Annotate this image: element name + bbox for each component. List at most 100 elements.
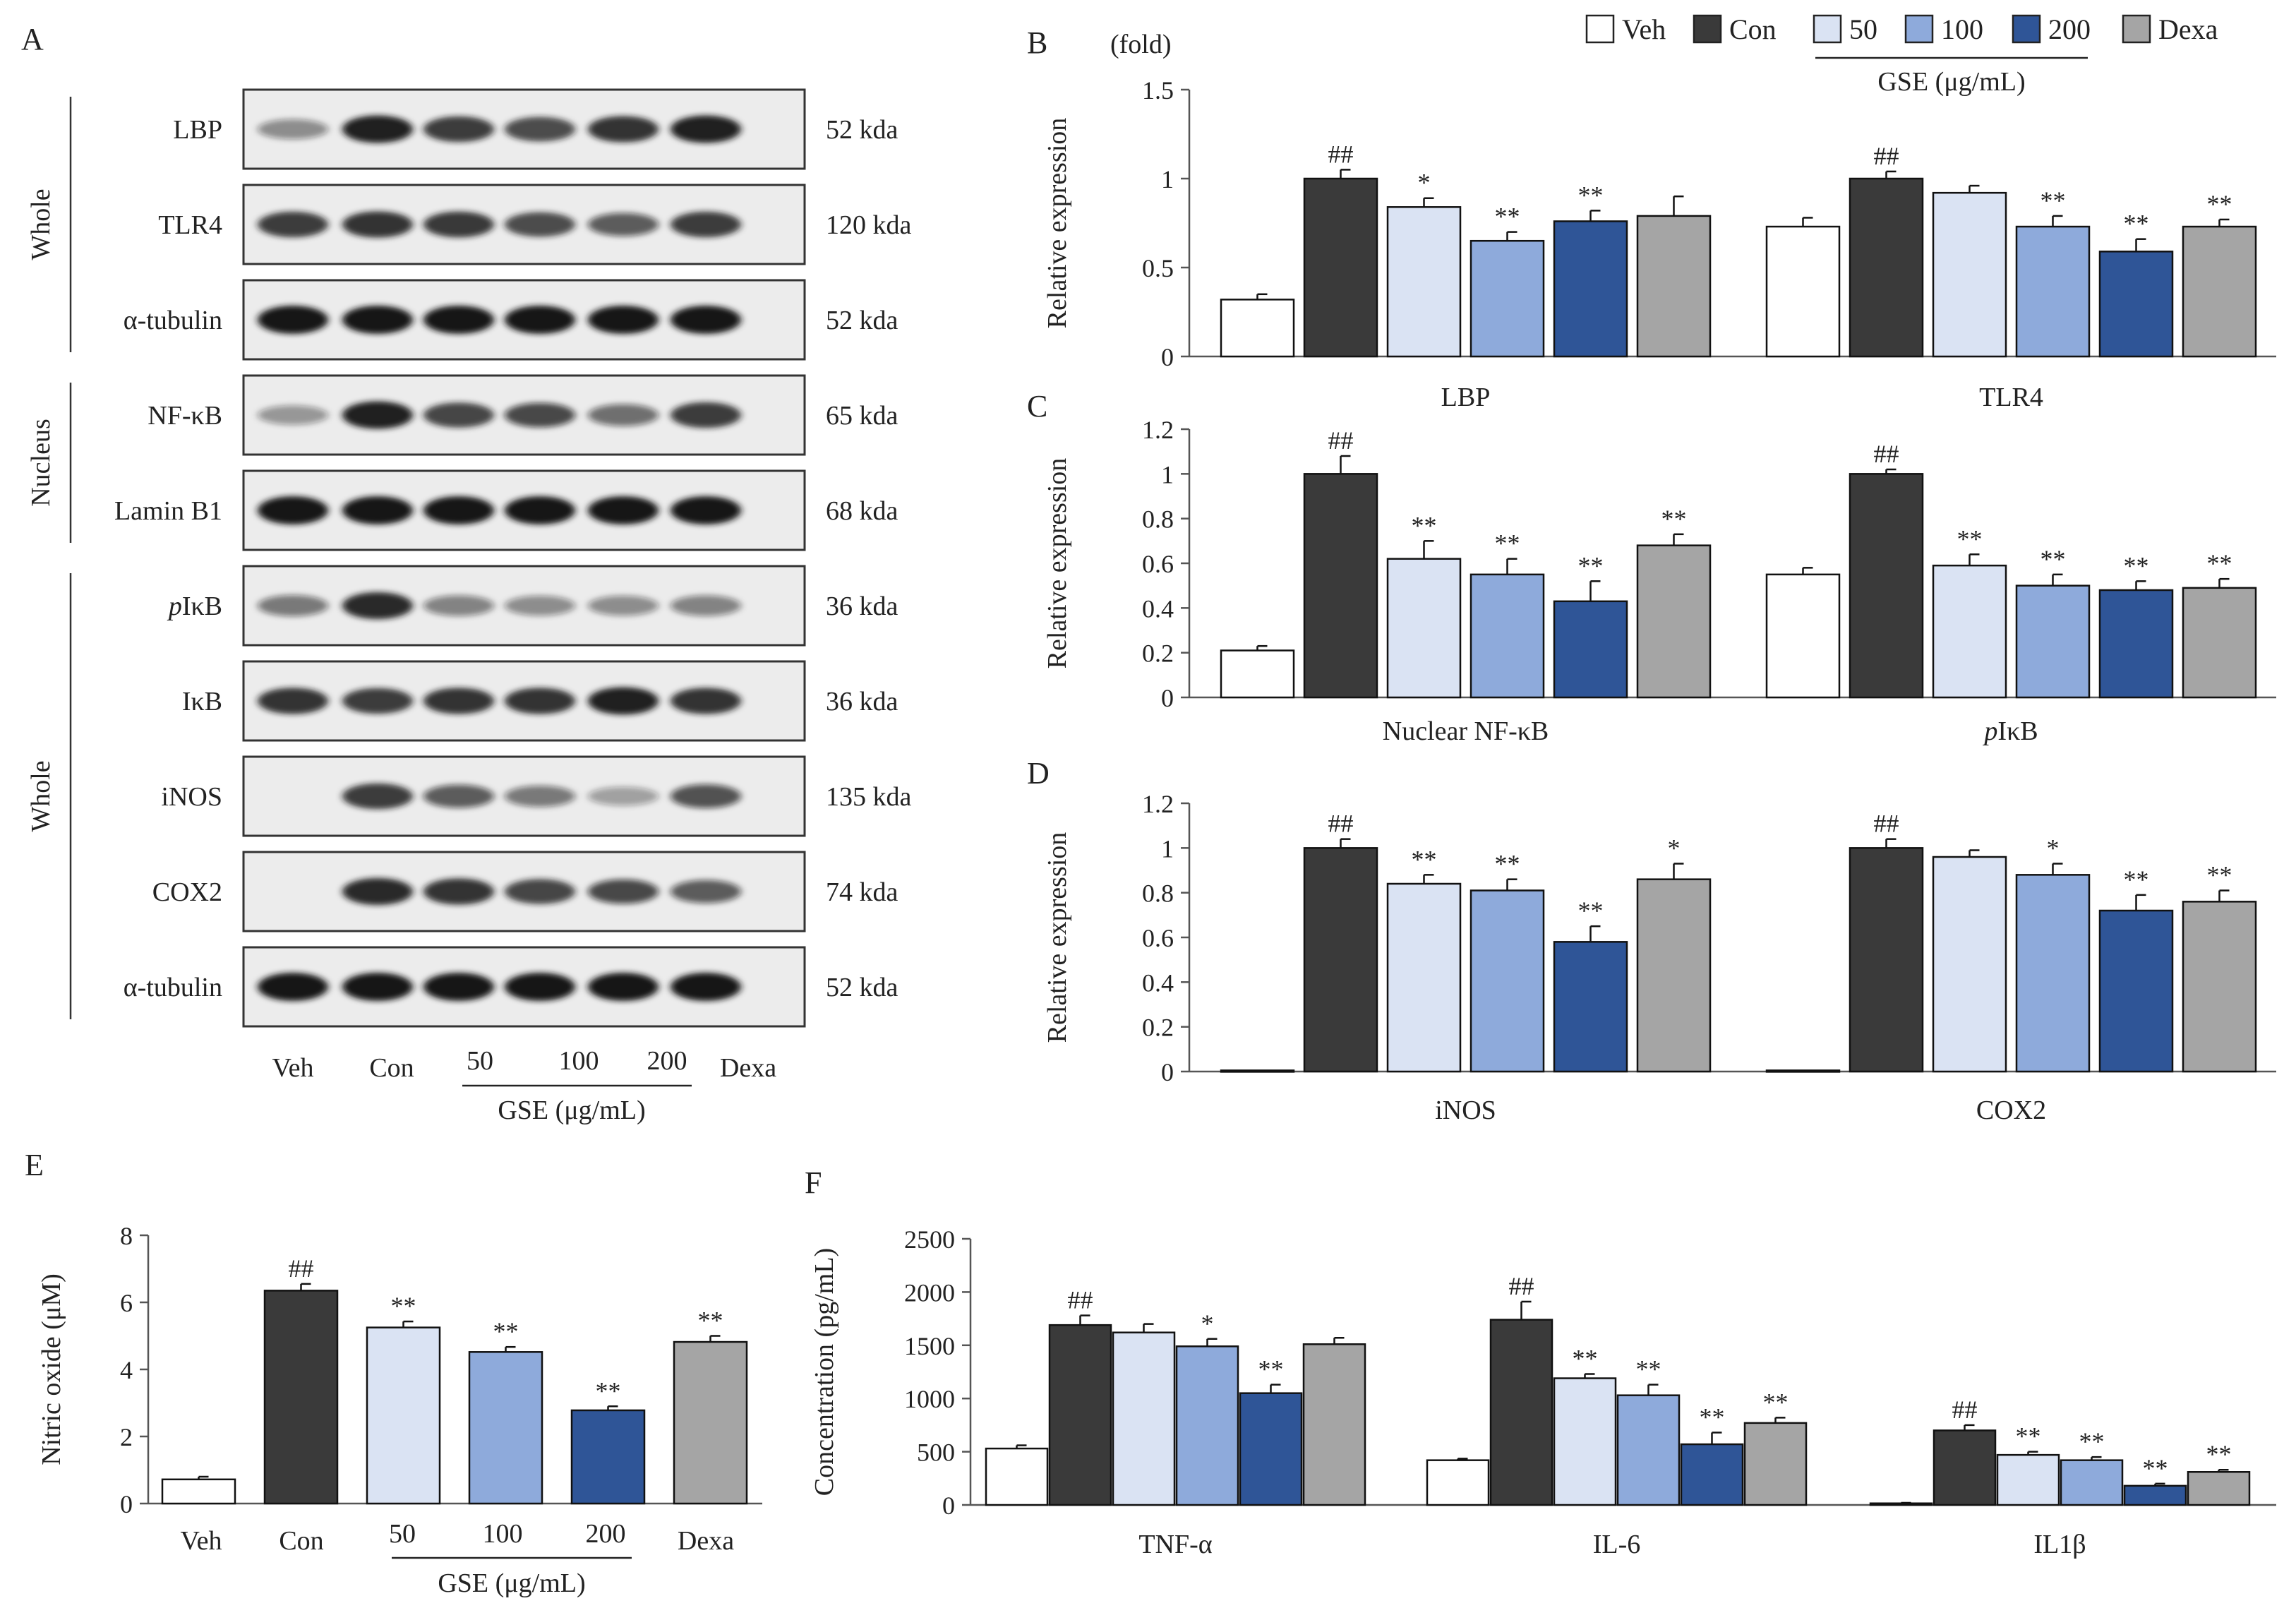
blot-size-label: 52 kda: [826, 115, 898, 145]
blot-band: [342, 877, 413, 906]
y-tick-label: 1.2: [1142, 790, 1174, 818]
blot-band: [423, 878, 494, 905]
bar: [1302, 1343, 1366, 1506]
chart-f-cytokines: F 0 500 1000 1500 2000 2500 Concentration (pg/m…: [805, 1165, 2276, 1559]
blot-band: [505, 785, 575, 808]
significance-label: *: [1668, 834, 1681, 863]
blot-band: [342, 401, 413, 429]
blot-band: [588, 496, 659, 524]
blot-row: Lamin B1 68 kda: [114, 469, 898, 551]
panel-label: C: [1027, 389, 1047, 424]
y-tick-label: 0.5: [1142, 254, 1174, 282]
category-label: TNF-α: [1138, 1530, 1212, 1559]
blot-band: [588, 595, 659, 616]
blot-band: [342, 688, 413, 714]
category-label: IL-6: [1593, 1530, 1641, 1559]
blot-protein-label-main: IκB: [182, 592, 222, 621]
blot-size-label: 68 kda: [826, 496, 898, 526]
y-tick-label: 1: [1161, 165, 1174, 193]
significance-label: ##: [1509, 1272, 1534, 1300]
western-blot-panel: A LBP 52 kda TLR4 120 kda α-tubulin 52 kda NF-…: [21, 22, 912, 1125]
bar: [1303, 473, 1378, 699]
blot-protein-label: TLR4: [158, 210, 222, 240]
blot-band: [505, 402, 575, 428]
legend-swatch: [2122, 14, 2151, 44]
significance-label: **: [698, 1307, 723, 1335]
bar: [2187, 1471, 2251, 1506]
x-category-label: 100: [483, 1519, 523, 1549]
category-label-main: iNOS: [1435, 1096, 1496, 1125]
significance-label: **: [2079, 1427, 2105, 1456]
blot-band: [505, 116, 575, 142]
blot-row: IκB 36 kda: [182, 660, 898, 742]
legend-swatch: [1585, 14, 1615, 44]
category-label: iNOS: [1435, 1096, 1496, 1125]
blot-lane-label: Con: [369, 1053, 414, 1083]
y-tick-label: 4: [120, 1356, 133, 1384]
bar: [1239, 1392, 1303, 1506]
blot-lane-labels: Veh Con 50 100 200 Dexa: [272, 1046, 776, 1083]
gse-label: GSE (μg/mL): [438, 1568, 585, 1598]
blot-protein-label-main: NF-κB: [148, 401, 222, 431]
blot-row: TLR4 120 kda: [158, 184, 912, 265]
significance-label: **: [1495, 850, 1520, 878]
significance-label: **: [1578, 551, 1604, 580]
blot-band: [505, 496, 575, 524]
blot-band: [671, 880, 741, 904]
blot-row: iNOS 135 kda: [161, 755, 912, 837]
blot-size-label: 36 kda: [826, 687, 898, 716]
bar: [1048, 1324, 1112, 1506]
y-tick-label: 0.6: [1142, 550, 1174, 578]
bar: [1553, 941, 1628, 1073]
bar-group: ## ** ** ** ** pIκB: [1765, 440, 2257, 746]
blot-band: [505, 595, 575, 616]
y-tick-label: 0.2: [1142, 1014, 1174, 1042]
blot-row: LBP 52 kda: [173, 88, 898, 170]
blot-band: [423, 784, 494, 808]
blot-band: [342, 783, 413, 810]
blot-band: [258, 306, 328, 334]
blot-size-label: 52 kda: [826, 973, 898, 1002]
legend-swatch: [1904, 14, 1934, 44]
bar: [1636, 878, 1712, 1073]
y-tick-label: 1.2: [1142, 416, 1174, 444]
blot-band: [671, 688, 741, 714]
panel-label: D: [1027, 756, 1050, 791]
y-tick-label: 0.8: [1142, 880, 1174, 908]
blot-rows: LBP 52 kda TLR4 120 kda α-tubulin 52 kda NF-κB…: [114, 88, 912, 1028]
blot-protein-label-main: α-tubulin: [124, 306, 222, 335]
blot-band: [423, 402, 494, 428]
blot-band: [671, 784, 741, 808]
significance-label: *: [2047, 834, 2060, 863]
blot-band: [588, 687, 659, 715]
x-category-label: Con: [279, 1526, 323, 1556]
bar: [985, 1447, 1049, 1506]
bar: [1386, 558, 1462, 699]
category-label: IL1β: [2033, 1530, 2086, 1559]
bar: [1303, 177, 1378, 358]
panel-label: F: [805, 1165, 822, 1200]
y-tick-label: 1000: [904, 1385, 955, 1413]
blot-band: [671, 595, 741, 616]
significance-label: **: [2124, 210, 2149, 238]
bar: [673, 1340, 748, 1505]
chart-legend: Veh Con 50 100 200 Dexa GSE (μg/mL): [1585, 13, 2218, 97]
bar: [161, 1478, 236, 1505]
bar: [1175, 1345, 1239, 1506]
blot-band: [671, 402, 741, 428]
legend-label: Dexa: [2158, 13, 2218, 45]
category-label-main: IL1β: [2033, 1530, 2086, 1559]
blot-band: [588, 306, 659, 334]
blot-band: [342, 496, 413, 524]
significance-label: **: [1258, 1355, 1284, 1384]
blot-protein-label: LBP: [173, 115, 222, 145]
blot-protein-label-main: TLR4: [158, 210, 222, 240]
x-category-label: Veh: [180, 1526, 222, 1556]
blot-band: [423, 211, 494, 238]
bar: [1743, 1422, 1808, 1506]
legend-swatch: [1813, 14, 1842, 44]
category-label: Nuclear NF-κB: [1383, 716, 1549, 746]
bar-group: ## ** ** ** ** Nuclear NF-κB: [1220, 426, 1712, 746]
y-tick-label: 2500: [904, 1225, 955, 1254]
blot-band: [258, 211, 328, 238]
